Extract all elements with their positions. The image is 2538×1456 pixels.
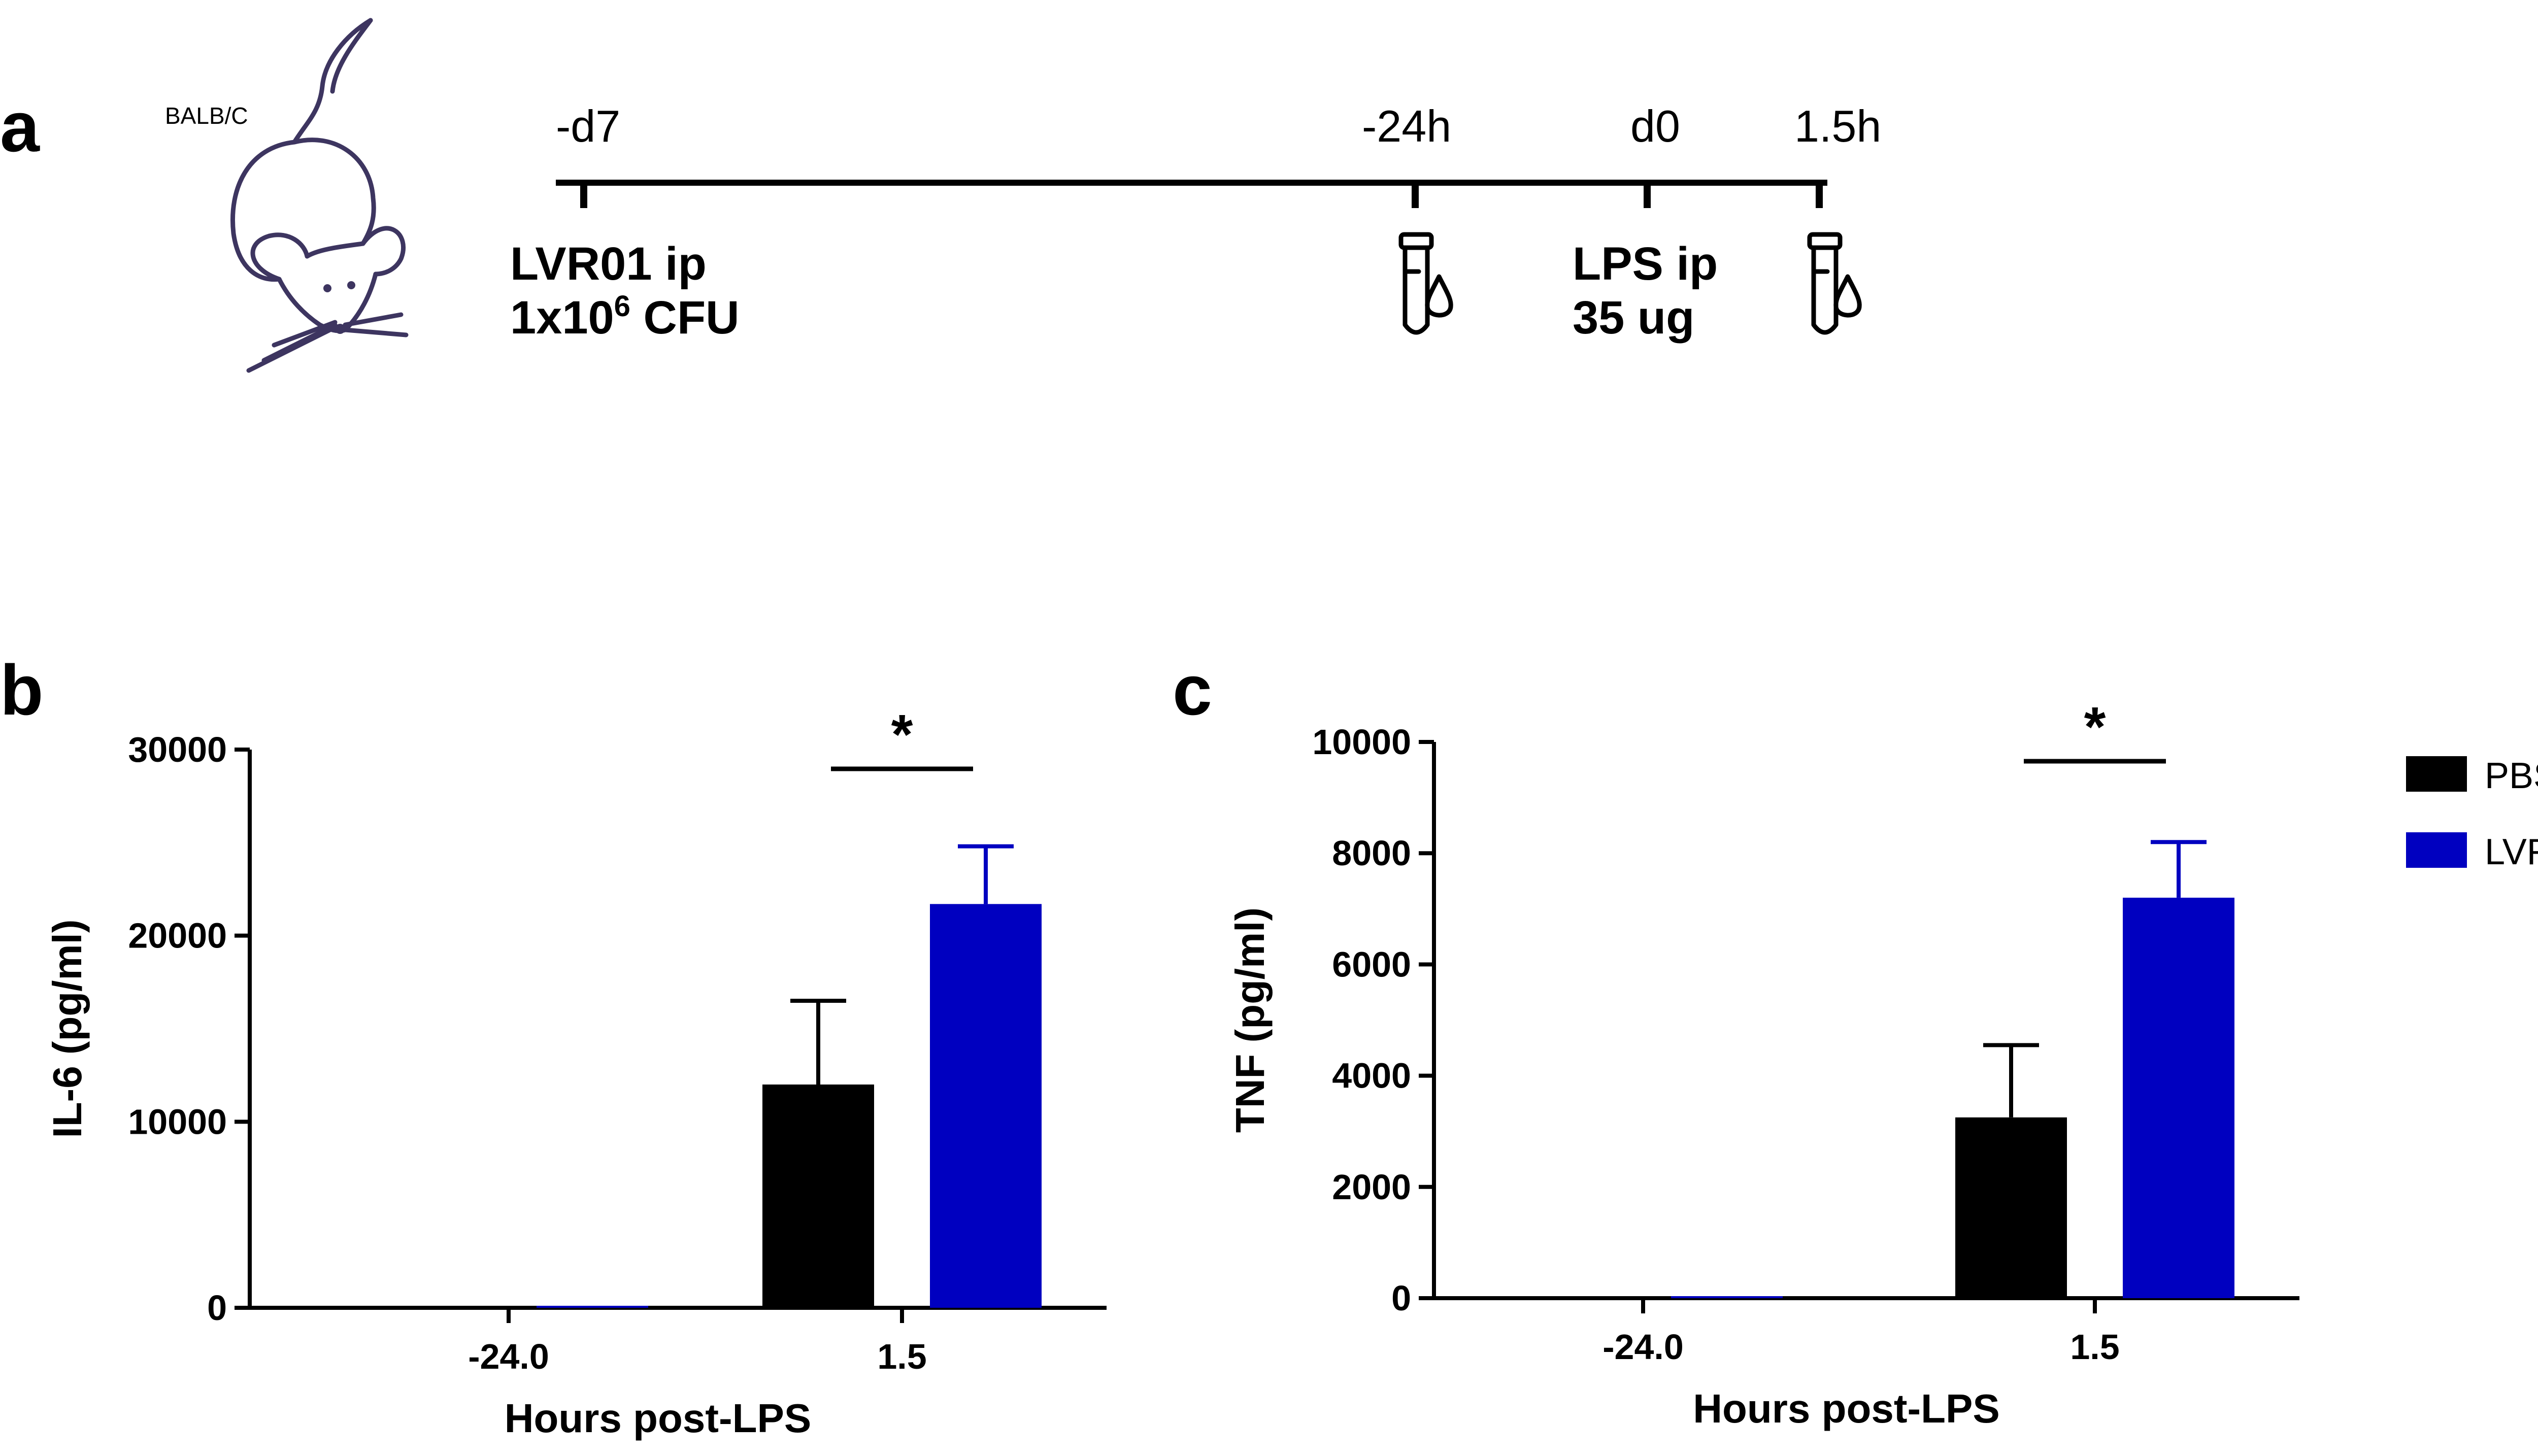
chart-il6: 0 10000 20000 30000 -24.0 1.5 * Hours post-LPS I… <box>45 703 1107 1441</box>
y-tick-label: 0 <box>207 1288 227 1328</box>
x-tick-label: -24.0 <box>468 1337 549 1376</box>
bar-lvr <box>930 904 1042 1308</box>
timepoint-label: -24h <box>1362 101 1452 151</box>
legend-label-pbs: PBS <box>2485 756 2538 796</box>
significance-star: * <box>2084 696 2106 758</box>
treatment-lps-line1: LPS ip <box>1573 238 1718 290</box>
legend-label-lvr: LVR <box>2485 832 2538 872</box>
x-tick-label: 1.5 <box>877 1337 926 1376</box>
y-axis-title: IL-6 (pg/ml) <box>45 919 90 1138</box>
bar-pbs <box>369 1306 481 1308</box>
y-axis-title: TNF (pg/ml) <box>1227 907 1273 1133</box>
y-tick-label: 20000 <box>128 916 227 956</box>
treatment-lvr01-dose: 1x106 CFU <box>510 291 740 345</box>
legend-swatch-lvr <box>2406 832 2467 868</box>
y-tick-label: 0 <box>1391 1278 1411 1318</box>
treatment-lvr01-line1: LVR01 ip <box>510 238 707 290</box>
bar-pbs <box>762 1085 874 1308</box>
legend-swatch-pbs <box>2406 756 2467 792</box>
y-tick-label: 2000 <box>1332 1167 1411 1207</box>
strain-label: BALB/C <box>165 103 248 129</box>
timepoint-label: 1.5h <box>1794 101 1882 151</box>
dose-exponent: 6 <box>614 289 630 323</box>
dose-base: 1x10 <box>510 291 614 344</box>
bar-lvr <box>2123 897 2234 1298</box>
x-axis-title: Hours post-LPS <box>1693 1386 1999 1431</box>
timeline <box>556 180 1827 208</box>
panel-letter-b: b <box>0 650 44 730</box>
chart-tnf: 0 2000 4000 6000 8000 10000 -24.0 1.5 * Hours pos… <box>1227 696 2299 1431</box>
treatment-lps: LPS ip 35 ug <box>1573 238 1718 345</box>
significance-star: * <box>891 703 913 766</box>
bar-pbs <box>1504 1296 1615 1298</box>
treatment-lps-dose: 35 ug <box>1573 291 1695 344</box>
timepoint-label: -d7 <box>556 101 621 151</box>
blood-tube-icon <box>1398 232 1453 335</box>
y-tick-label: 30000 <box>128 730 227 769</box>
blood-tube-icon <box>1807 232 1862 335</box>
mouse-drawing <box>230 18 409 373</box>
y-tick-label: 4000 <box>1332 1056 1411 1096</box>
legend: PBS LVR <box>2406 756 2538 888</box>
y-tick-label: 10000 <box>128 1102 227 1141</box>
y-tick-label: 8000 <box>1332 833 1411 873</box>
bar-lvr <box>537 1306 648 1308</box>
y-tick-label: 6000 <box>1332 944 1411 984</box>
treatment-lvr01: LVR01 ip 1x106 CFU <box>510 238 740 345</box>
panel-letter-a: a <box>0 87 40 166</box>
x-tick-label: 1.5 <box>2070 1327 2119 1367</box>
dose-unit: CFU <box>630 291 740 344</box>
bar-pbs <box>1955 1117 2067 1298</box>
x-axis-title: Hours post-LPS <box>505 1396 811 1441</box>
timepoint-label: d0 <box>1630 101 1680 151</box>
y-tick-label: 10000 <box>1312 722 1411 762</box>
x-tick-label: -24.0 <box>1602 1327 1684 1367</box>
panel-letter-c: c <box>1173 650 1212 730</box>
bar-lvr <box>1671 1296 1783 1298</box>
